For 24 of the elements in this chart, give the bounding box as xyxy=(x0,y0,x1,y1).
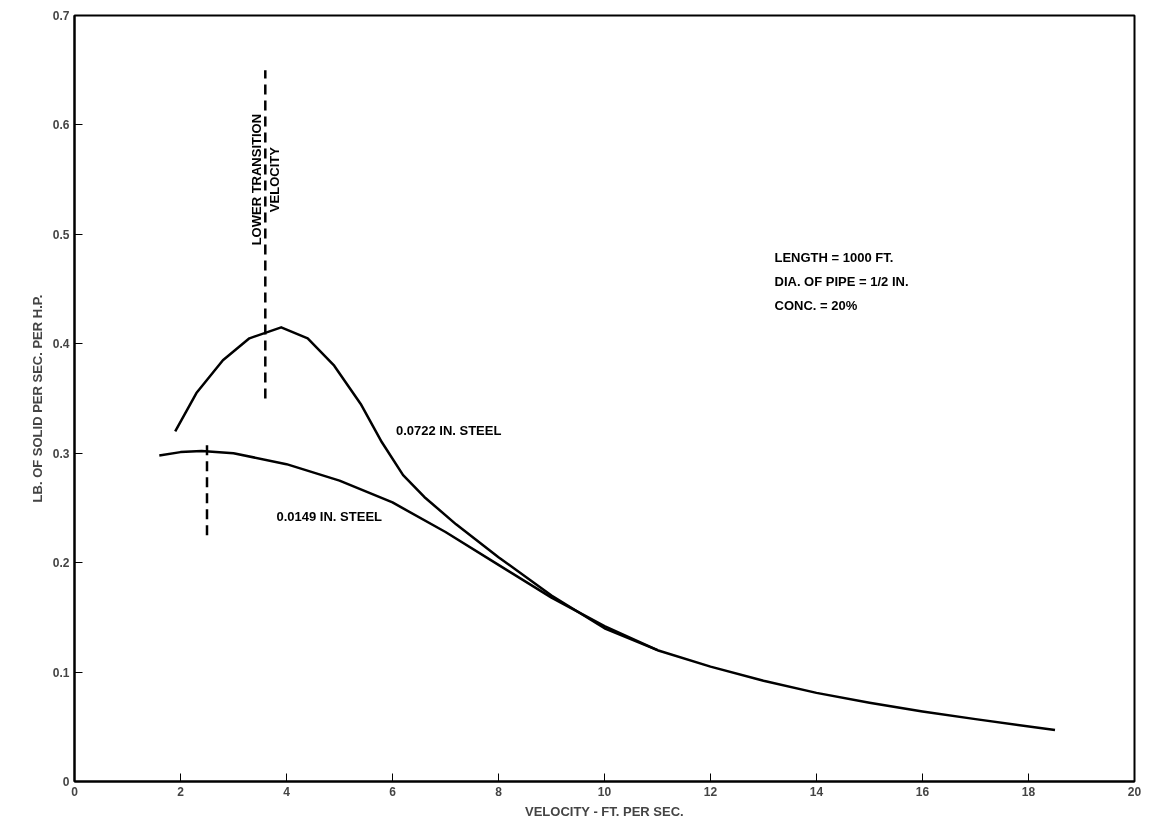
x-tick-label: 4 xyxy=(283,784,291,799)
x-tick-label: 6 xyxy=(389,784,397,799)
x-axis-title: VELOCITY - FT. PER SEC. xyxy=(525,803,684,819)
x-tick-label: 10 xyxy=(597,784,612,799)
annotation: LOWER TRANSITION VELOCITY xyxy=(248,113,282,246)
y-tick-label: 0.7 xyxy=(52,9,70,23)
series-label: 0.0722 IN. STEEL xyxy=(395,422,502,438)
annotation: LENGTH = 1000 FT. DIA. OF PIPE = 1/2 IN. CONC. = 20% xyxy=(774,250,909,313)
series-label: 0.0149 IN. STEEL xyxy=(276,508,383,524)
y-tick-label: 0.5 xyxy=(52,227,70,242)
y-tick-label: 0.2 xyxy=(52,556,70,571)
y-tick-label: 0.6 xyxy=(52,118,70,133)
y-tick-label: 0.3 xyxy=(52,446,70,461)
y-tick-label: 0.1 xyxy=(52,665,70,680)
y-tick-label: 0.4 xyxy=(52,337,70,352)
x-tick-label: 18 xyxy=(1021,784,1036,799)
x-tick-label: 20 xyxy=(1127,784,1142,799)
y-tick-label: 0 xyxy=(62,775,70,789)
x-tick-label: 2 xyxy=(177,784,185,799)
x-tick-label: 16 xyxy=(915,784,930,799)
x-tick-label: 12 xyxy=(703,784,718,799)
y-axis-title: LB. OF SOLID PER SEC. PER H.P. xyxy=(29,294,45,503)
x-tick-label: 8 xyxy=(495,784,503,799)
x-tick-label: 14 xyxy=(809,784,824,799)
